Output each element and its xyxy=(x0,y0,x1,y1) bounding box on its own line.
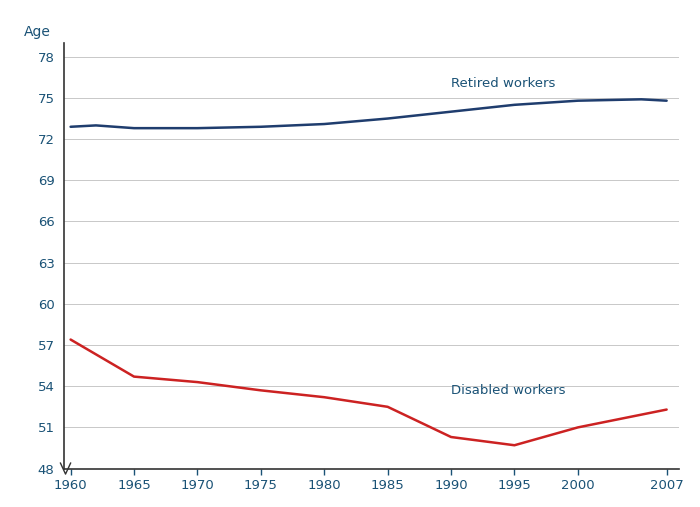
Text: Disabled workers: Disabled workers xyxy=(451,384,566,397)
Text: Retired workers: Retired workers xyxy=(451,77,555,90)
Text: Age: Age xyxy=(25,25,51,39)
